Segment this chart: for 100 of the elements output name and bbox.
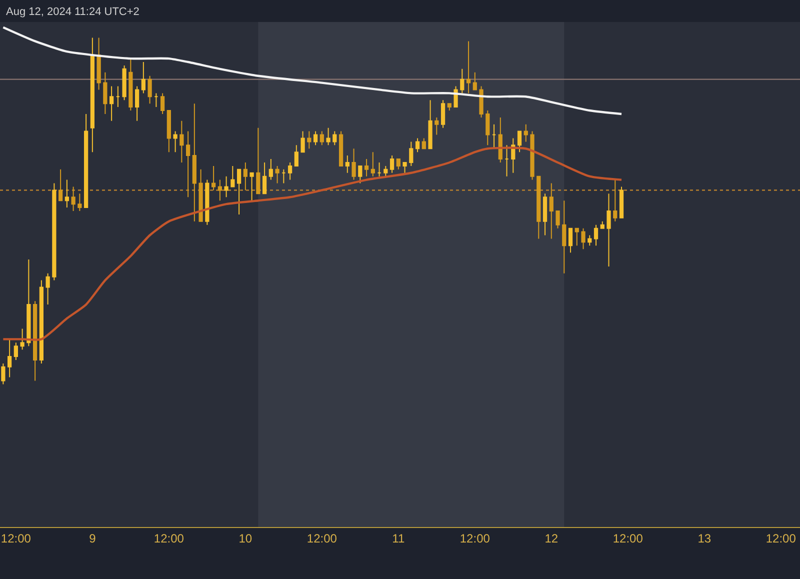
candlestick xyxy=(39,280,44,364)
candlestick xyxy=(320,130,324,146)
candlestick xyxy=(134,86,140,122)
candlestick xyxy=(116,86,120,108)
candlestick xyxy=(300,130,305,153)
x-tick-label: 10 xyxy=(238,531,252,546)
candlestick xyxy=(568,228,573,254)
candlestick xyxy=(58,168,63,202)
candlestick xyxy=(160,92,165,114)
candlestick xyxy=(211,165,216,191)
candlestick xyxy=(230,165,235,188)
candlestick xyxy=(574,228,579,246)
candlestick xyxy=(415,138,420,153)
candlestick xyxy=(128,58,133,112)
candlestick xyxy=(549,182,554,240)
candlestick xyxy=(275,165,280,184)
x-tick-label: 9 xyxy=(89,531,96,546)
candlestick xyxy=(524,124,528,142)
candlestick xyxy=(440,100,446,128)
candlestick xyxy=(294,144,298,166)
candlestick xyxy=(218,179,222,202)
candlestick xyxy=(256,127,260,194)
candlestick xyxy=(402,162,407,174)
x-tick-label: 12:00 xyxy=(766,531,796,546)
candlestick xyxy=(486,110,490,146)
candlestick xyxy=(122,64,126,101)
candlestick xyxy=(1,362,6,385)
candlestick xyxy=(109,86,114,122)
candlestick xyxy=(90,37,94,153)
candlestick xyxy=(517,130,522,153)
candlestick xyxy=(8,338,12,378)
candlestick xyxy=(594,224,598,246)
candlestick xyxy=(14,342,18,360)
candlestick xyxy=(434,116,439,136)
candlestick xyxy=(619,186,624,218)
candlestick xyxy=(581,228,586,250)
candlestick xyxy=(224,176,228,198)
x-tick-label: 12:00 xyxy=(306,531,338,546)
candlestick xyxy=(466,40,471,94)
candlestick xyxy=(84,113,88,208)
x-tick-label: 11 xyxy=(392,531,405,546)
candlestick xyxy=(282,168,286,184)
candlestick xyxy=(460,68,464,94)
candlestick xyxy=(64,179,69,208)
candlestick xyxy=(396,158,400,170)
candlestick xyxy=(492,124,496,150)
candlestick xyxy=(250,172,254,202)
candlestick xyxy=(20,328,24,350)
candlestick xyxy=(154,92,158,108)
candlestick xyxy=(288,162,292,180)
candlestick xyxy=(26,259,31,347)
x-tick-label: 12:00 xyxy=(154,531,184,546)
x-tick-label: 12:00 xyxy=(612,531,644,546)
candlestick xyxy=(562,200,566,274)
candlestick xyxy=(364,158,369,177)
x-tick-label: 12 xyxy=(544,531,558,546)
candlestick xyxy=(71,186,76,212)
candlestick xyxy=(588,234,592,246)
candlestick xyxy=(472,72,477,90)
candlestick xyxy=(377,162,382,177)
candlestick xyxy=(390,155,394,174)
text: Aug 12, 2024 11:24 UTC+2 xyxy=(6,6,140,18)
candlestick xyxy=(542,193,548,236)
candlestick xyxy=(33,300,38,382)
candlestick xyxy=(307,130,312,150)
candlestick xyxy=(345,155,350,174)
candlestick xyxy=(428,100,432,150)
candlestick xyxy=(326,127,330,146)
candlestick xyxy=(186,130,190,198)
candlestick xyxy=(78,193,82,212)
candlestick xyxy=(422,138,426,150)
candlestick xyxy=(96,37,101,90)
candlestick xyxy=(384,165,388,177)
candlestick xyxy=(352,148,356,180)
candlestick xyxy=(268,158,273,180)
candlestick xyxy=(504,144,509,177)
candlestick xyxy=(46,272,50,306)
candlestick xyxy=(536,176,541,240)
candlestick xyxy=(338,130,344,166)
candlestick xyxy=(613,179,618,222)
candlestick xyxy=(243,162,248,191)
candlestick xyxy=(600,220,604,229)
candlestick xyxy=(52,182,56,281)
candlestick xyxy=(447,103,452,112)
candlestick xyxy=(313,130,318,146)
candlestick xyxy=(606,193,611,267)
candlestick xyxy=(205,179,210,226)
candlestick xyxy=(409,141,414,166)
candlestick xyxy=(148,75,152,104)
candlestick xyxy=(166,110,171,153)
candlestick xyxy=(370,152,375,177)
candlestick xyxy=(479,86,484,118)
x-tick-label: 12:00 xyxy=(0,531,32,546)
candlestick xyxy=(173,130,178,153)
candlestick xyxy=(556,210,560,229)
candlestick xyxy=(180,120,184,163)
candlestick xyxy=(530,130,534,180)
candlestick xyxy=(332,130,337,146)
candlestick xyxy=(358,165,362,184)
x-tick-label: 12:00 xyxy=(460,531,490,546)
